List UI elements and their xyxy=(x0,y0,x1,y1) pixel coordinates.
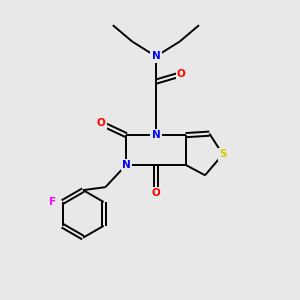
Text: O: O xyxy=(177,69,186,79)
Text: O: O xyxy=(152,188,160,198)
Text: N: N xyxy=(152,51,160,62)
Text: S: S xyxy=(219,149,226,160)
Text: N: N xyxy=(152,130,160,140)
Text: N: N xyxy=(122,160,130,170)
Text: O: O xyxy=(97,118,105,128)
Text: F: F xyxy=(49,197,56,207)
